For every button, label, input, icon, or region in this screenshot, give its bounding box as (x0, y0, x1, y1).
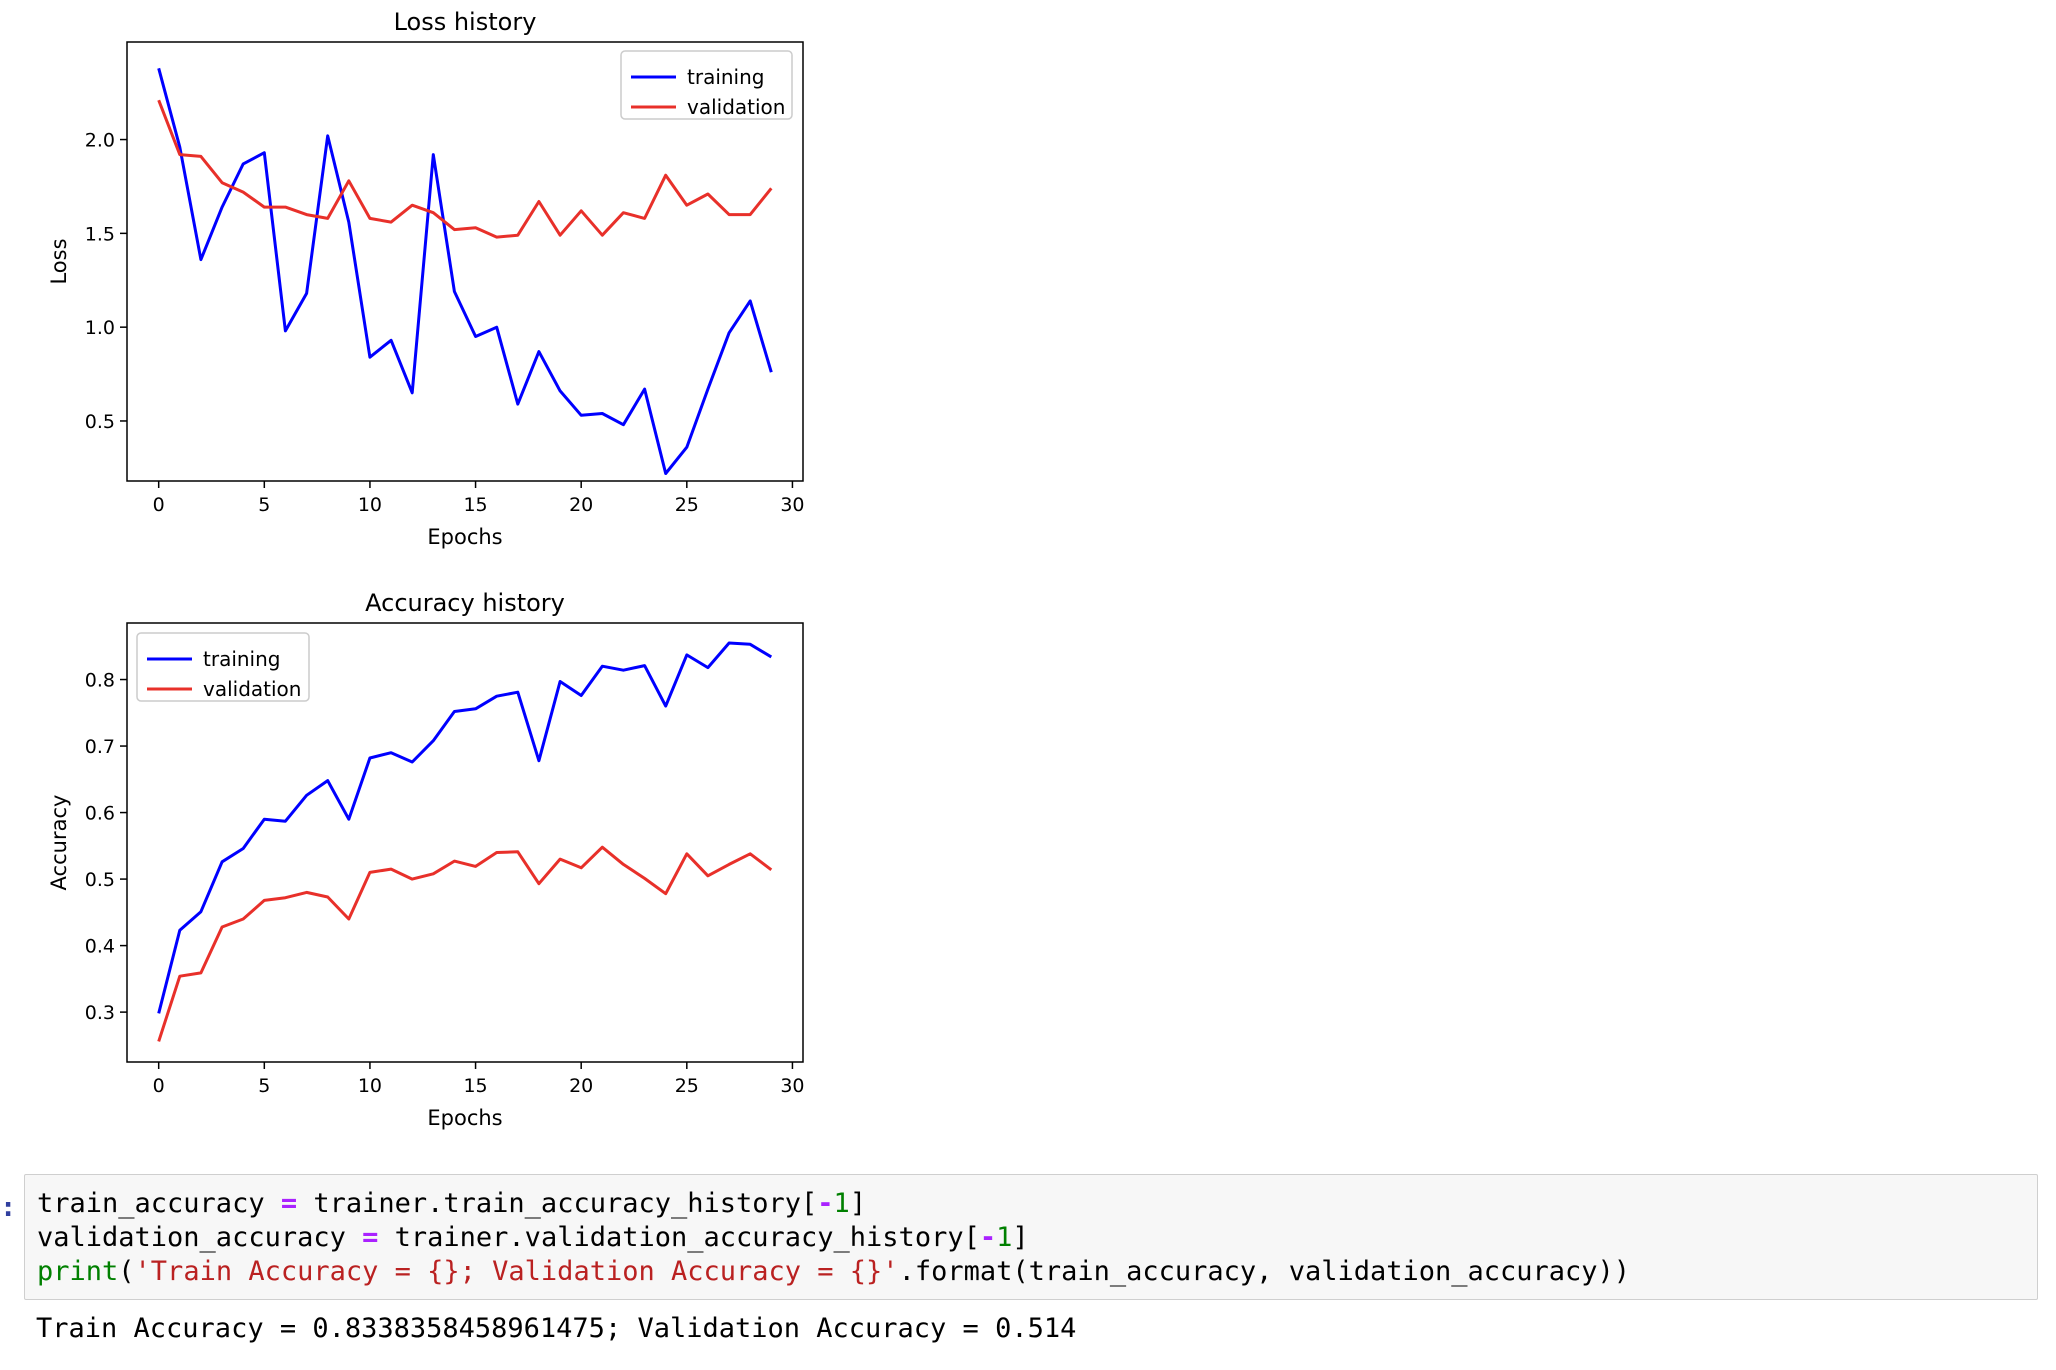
x-tick-label: 30 (780, 494, 804, 516)
legend-label: training (203, 647, 280, 671)
code-token: trainer.validation_accuracy_history[ (394, 1222, 980, 1253)
code-input-area[interactable]: train_accuracy = trainer.train_accuracy_… (24, 1174, 2038, 1300)
chart-title: Loss history (394, 8, 537, 36)
legend-label: validation (203, 677, 301, 701)
code-token: - (817, 1188, 834, 1219)
code-token: 1 (833, 1188, 850, 1219)
code-token: 'Train Accuracy = {}; Validation Accurac… (134, 1256, 899, 1287)
y-tick-label: 2.0 (85, 130, 115, 152)
y-tick-label: 0.5 (85, 411, 115, 433)
cell-output: Train Accuracy = 0.8338358458961475; Val… (36, 1313, 1077, 1344)
y-axis-label: Accuracy (47, 795, 71, 891)
x-tick-label: 10 (358, 1075, 382, 1097)
legend-box (620, 50, 793, 120)
x-tick-label: 0 (153, 494, 165, 516)
plot-frame (126, 41, 804, 482)
code-token: ] (1012, 1222, 1029, 1253)
code-token: 1 (996, 1222, 1013, 1253)
loss-history-chart: Loss history 0 5 10 15 20 25 30 0.5 1.0 1.5 2.0 Epoc… (0, 0, 900, 580)
x-tick-label: 0 (153, 1075, 165, 1097)
y-tick-label: 0.6 (85, 803, 115, 825)
code-line-3: print('Train Accuracy = {}; Validation A… (37, 1255, 2037, 1289)
plot-frame (126, 622, 804, 1063)
code-token: print (37, 1256, 119, 1287)
code-token: train_accuracy (37, 1188, 265, 1219)
code-token: - (979, 1222, 997, 1253)
y-tick-label: 0.5 (85, 869, 115, 891)
x-tick-label: 10 (358, 494, 382, 516)
y-tick-label: 0.8 (85, 670, 115, 692)
chart-title: Accuracy history (365, 589, 565, 617)
x-tick-label: 25 (675, 1075, 699, 1097)
legend-label: training (687, 65, 764, 89)
accuracy-chart-svg: Accuracy history 0 5 10 15 20 25 30 0.3 0.4 0.5 0.6… (47, 589, 805, 1130)
code-token: ] (849, 1188, 867, 1219)
y-tick-label: 0.7 (85, 736, 115, 758)
code-token: = (264, 1188, 314, 1219)
x-axis-label: Epochs (427, 1106, 502, 1130)
code-cell: : train_accuracy = trainer.train_accurac… (0, 1170, 2056, 1370)
x-tick-label: 30 (780, 1075, 804, 1097)
x-tick-label: 5 (258, 494, 270, 516)
x-tick-label: 15 (463, 494, 487, 516)
y-tick-label: 0.3 (85, 1002, 115, 1024)
y-tick-label: 1.0 (85, 317, 115, 339)
y-tick-label: 1.5 (85, 223, 115, 245)
code-token: ( (118, 1256, 135, 1287)
series-line-training (157, 641, 773, 1014)
code-token: validation_accuracy (37, 1222, 346, 1253)
x-tick-label: 20 (569, 1075, 593, 1097)
code-token: .format(train_accuracy, validation_accur… (898, 1256, 1631, 1287)
code-token: trainer.train_accuracy_history[ (313, 1188, 818, 1219)
accuracy-history-chart: Accuracy history 0 5 10 15 20 25 30 0.3 0.4 0.5 0.6… (0, 580, 900, 1160)
x-tick-label: 15 (463, 1075, 487, 1097)
cell-prompt: : (0, 1192, 17, 1223)
code-line-2: validation_accuracy = trainer.validation… (37, 1221, 2037, 1255)
x-tick-label: 25 (675, 494, 699, 516)
y-axis-label: Loss (47, 238, 71, 284)
x-axis-label: Epochs (427, 525, 502, 549)
x-tick-label: 5 (258, 1075, 270, 1097)
series-line-validation (157, 845, 773, 1042)
code-line-1: train_accuracy = trainer.train_accuracy_… (37, 1187, 2037, 1221)
legend-box (136, 632, 310, 702)
legend-label: validation (687, 95, 785, 119)
series-line-validation (157, 99, 773, 239)
series-line-training (157, 67, 773, 475)
y-tick-label: 0.4 (85, 936, 115, 958)
x-tick-label: 20 (569, 494, 593, 516)
loss-chart-svg: Loss history 0 5 10 15 20 25 30 0.5 1.0 1.5 2.0 Epoc… (47, 8, 805, 549)
code-token: = (345, 1222, 395, 1253)
